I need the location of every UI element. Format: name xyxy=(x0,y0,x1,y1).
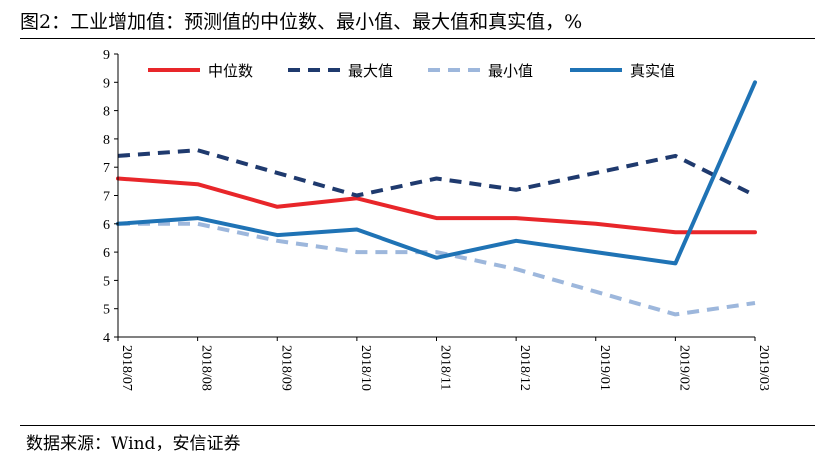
y-tick-label: 6 xyxy=(103,218,110,233)
series-line-真实值 xyxy=(116,80,757,266)
y-tick-label: 6 xyxy=(103,246,110,261)
x-tick-label: 2018/08 xyxy=(199,345,214,391)
axes: 4 5 5 6 6 7 7 8 8 9 9 2018/07 2018/08 2018/09 2018/10 2… xyxy=(103,48,771,391)
x-tick-label: 2018/10 xyxy=(358,345,373,391)
legend-label-最小值: 最小值 xyxy=(488,62,533,80)
bottom-rule xyxy=(20,425,815,426)
legend-label-最大值: 最大值 xyxy=(348,62,393,80)
x-tick-label: 2019/02 xyxy=(676,345,691,391)
series-line-中位数 xyxy=(116,176,757,235)
y-tick-label: 8 xyxy=(103,133,110,148)
x-tick-label: 2018/09 xyxy=(278,345,293,391)
x-tick-label: 2018/12 xyxy=(517,345,532,391)
legend-label-中位数: 中位数 xyxy=(208,62,253,80)
x-tick-label: 2018/11 xyxy=(438,345,453,390)
series-line-最小值 xyxy=(118,221,756,317)
series-line-最大值 xyxy=(117,148,756,198)
x-tick-label: 2018/07 xyxy=(119,345,134,391)
legend: 中位数 最大值 最小值 真实值 xyxy=(148,62,675,80)
top-rule xyxy=(20,38,815,39)
y-tick-label: 8 xyxy=(103,105,110,120)
series-layer xyxy=(116,80,757,317)
y-tick-label: 7 xyxy=(103,190,110,205)
chart-title: 图2：工业增加值：预测值的中位数、最小值、最大值和真实值，% xyxy=(20,11,583,33)
y-tick-label: 4 xyxy=(103,331,110,346)
y-tick-label: 7 xyxy=(103,161,110,176)
x-tick-label: 2019/03 xyxy=(756,345,771,391)
source-note: 数据来源：Wind，安信证券 xyxy=(26,434,241,454)
y-tick-label: 5 xyxy=(103,303,110,318)
y-tick-label: 5 xyxy=(103,274,110,289)
legend-label-真实值: 真实值 xyxy=(630,62,675,80)
y-tick-label: 9 xyxy=(103,76,110,91)
y-tick-label: 9 xyxy=(103,48,110,63)
x-tick-label: 2019/01 xyxy=(597,345,612,391)
